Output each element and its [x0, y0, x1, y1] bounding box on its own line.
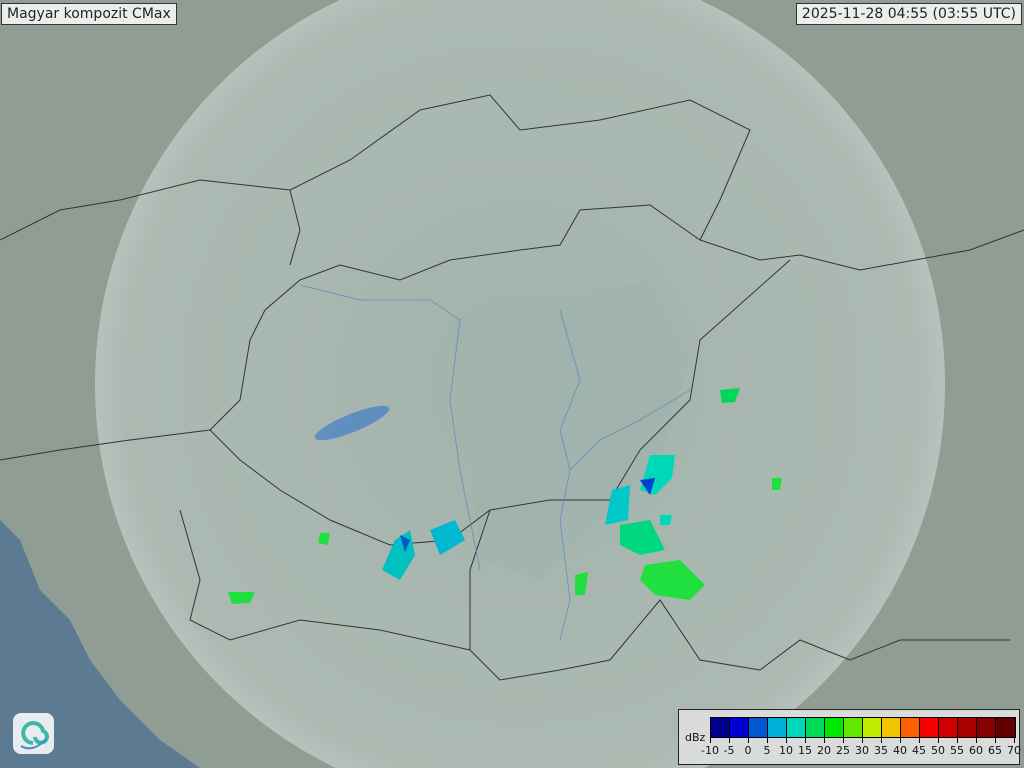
- legend-tick-mark: [748, 737, 749, 743]
- legend-swatch: [768, 718, 787, 737]
- legend-swatch: [882, 718, 901, 737]
- legend-tick-label: 60: [969, 744, 983, 757]
- dbz-color-legend: dBz -10 -5 0 5 10 15 20 25 30 35 40 45 50 55 60 65 70: [678, 709, 1021, 765]
- legend-swatch: [939, 718, 958, 737]
- legend-tick-label: -5: [723, 744, 735, 757]
- legend-tick-mark: [938, 737, 939, 743]
- legend-swatch: [711, 718, 730, 737]
- legend-tick-label: 5: [763, 744, 771, 757]
- legend-tick-mark: [1014, 737, 1015, 743]
- legend-tick-mark: [843, 737, 844, 743]
- legend-tick-mark: [710, 737, 711, 743]
- lake-balaton: [314, 405, 390, 441]
- country-borders: [0, 94, 1024, 681]
- great-plain: [450, 280, 690, 580]
- legend-unit: dBz: [685, 731, 706, 744]
- legend-ticks: -10 -5 0 5 10 15 20 25 30 35 40 45 50 55 60 65 70: [701, 737, 1021, 757]
- legend-swatch: [996, 718, 1015, 737]
- legend-swatch: [749, 718, 768, 737]
- legend-tick-label: 15: [798, 744, 812, 757]
- legend-tick-mark: [729, 737, 730, 743]
- legend-swatch: [730, 718, 749, 737]
- legend-swatch: [844, 718, 863, 737]
- legend-swatch: [863, 718, 882, 737]
- legend-tick-label: 50: [931, 744, 945, 757]
- timestamp: 2025-11-28 04:55 (03:55 UTC): [795, 3, 1022, 25]
- legend-tick-label: 35: [874, 744, 888, 757]
- legend-tick-label: 10: [779, 744, 793, 757]
- legend-swatch: [806, 718, 825, 737]
- legend-swatches: [710, 717, 1016, 738]
- legend-swatch: [958, 718, 977, 737]
- legend-tick-label: 40: [893, 744, 907, 757]
- legend-tick-label: 0: [744, 744, 752, 757]
- legend-tick-mark: [900, 737, 901, 743]
- legend-swatch: [920, 718, 939, 737]
- legend-tick-label: 30: [855, 744, 869, 757]
- legend-tick-label: 25: [836, 744, 850, 757]
- legend-tick-mark: [995, 737, 996, 743]
- legend-swatch: [825, 718, 844, 737]
- legend-tick-mark: [767, 737, 768, 743]
- legend-tick-mark: [824, 737, 825, 743]
- legend-tick-label: 20: [817, 744, 831, 757]
- legend-tick-label: 70: [1007, 744, 1021, 757]
- legend-tick-mark: [862, 737, 863, 743]
- swirl-logo-icon: [13, 713, 54, 754]
- legend-swatch: [977, 718, 996, 737]
- legend-tick-label: 45: [912, 744, 926, 757]
- rivers: [299, 284, 691, 641]
- legend-tick-mark: [976, 737, 977, 743]
- legend-tick-label: 55: [950, 744, 964, 757]
- radar-echoes: [228, 388, 782, 604]
- legend-tick-mark: [919, 737, 920, 743]
- legend-tick-mark: [881, 737, 882, 743]
- legend-tick-mark: [957, 737, 958, 743]
- map-title: Magyar kompozit CMax: [1, 3, 177, 25]
- legend-tick-label: -10: [701, 744, 719, 757]
- adriatic-sea: [0, 520, 200, 768]
- legend-swatch: [787, 718, 806, 737]
- legend-tick-mark: [786, 737, 787, 743]
- legend-tick-label: 65: [988, 744, 1002, 757]
- legend-tick-mark: [805, 737, 806, 743]
- legend-swatch: [901, 718, 920, 737]
